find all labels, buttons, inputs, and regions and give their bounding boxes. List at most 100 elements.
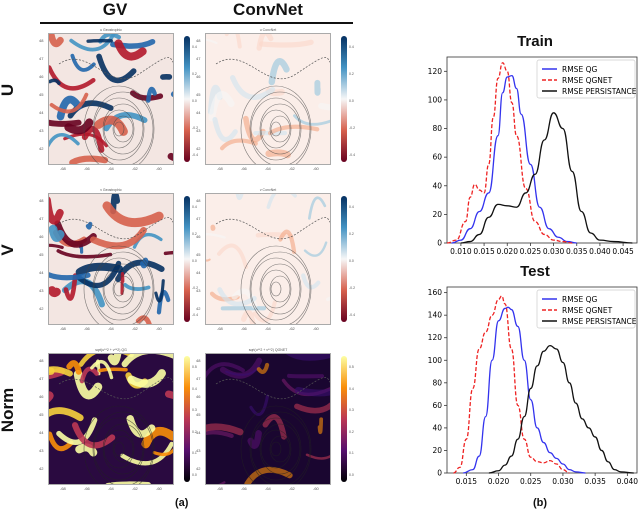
column-title-gv: GV bbox=[102, 0, 128, 19]
legend-label: RMSE QG bbox=[562, 65, 597, 74]
lon-tick-label: -68 bbox=[60, 486, 66, 491]
lon-tick-label: -60 bbox=[156, 486, 162, 491]
y-tick-label: 120 bbox=[428, 67, 443, 76]
y-tick-label: 60 bbox=[432, 153, 442, 162]
colorbar-tick-label: -0.2 bbox=[349, 286, 356, 290]
legend-label: RMSE QG bbox=[562, 295, 597, 304]
colorbar-tick-label: 0.0 bbox=[192, 99, 197, 103]
colorbar-tick-label: 0.0 bbox=[349, 259, 354, 263]
colorbar-tick-label: 0.2 bbox=[349, 429, 354, 434]
lon-tick-label: -64 bbox=[265, 486, 271, 491]
x-tick-label: 0.035 bbox=[566, 247, 588, 256]
lon-tick-label: -64 bbox=[265, 326, 271, 331]
column-title-convnet: ConvNet bbox=[233, 0, 303, 19]
x-tick-label: 0.020 bbox=[497, 247, 519, 256]
colorbar-tick-label: -0.4 bbox=[349, 153, 356, 157]
row-label-u: U bbox=[0, 60, 18, 120]
x-tick-label: 0.015 bbox=[473, 247, 495, 256]
lat-tick-label: 43 bbox=[196, 448, 201, 453]
lat-tick-label: 43 bbox=[39, 128, 44, 133]
colorbar-tick-label: 0.1 bbox=[349, 451, 354, 456]
series-line-rmse-qgnet bbox=[446, 62, 573, 244]
colorbar-tick-label: 0.4 bbox=[349, 205, 354, 209]
colorbar-tick-label: 0.2 bbox=[192, 72, 197, 76]
legend-box bbox=[536, 59, 636, 99]
lat-tick-label: 43 bbox=[196, 128, 201, 133]
lat-tick-label: 42 bbox=[39, 466, 44, 471]
colorbar bbox=[184, 196, 190, 322]
lat-tick-label: 44 bbox=[39, 430, 44, 435]
colorbar-tick-label: -0.4 bbox=[349, 313, 356, 317]
header-divider bbox=[40, 22, 353, 24]
series-line-rmse-persistance bbox=[460, 112, 633, 244]
map-panel-title: u ConvNet bbox=[259, 28, 277, 32]
lat-tick-label: 45 bbox=[196, 92, 201, 97]
y-tick-label: 60 bbox=[432, 401, 442, 410]
y-tick-label: 40 bbox=[432, 423, 442, 432]
lon-tick-label: -60 bbox=[156, 326, 162, 331]
test-chart-title: Test bbox=[520, 263, 550, 280]
colorbar-tick-label: 0.5 bbox=[192, 365, 197, 369]
colorbar-tick-label: 0.0 bbox=[192, 473, 197, 477]
colorbar bbox=[341, 36, 347, 162]
lat-tick-label: 46 bbox=[39, 234, 44, 239]
colorbar-tick-label: -0.2 bbox=[192, 126, 199, 130]
lon-tick-label: -62 bbox=[132, 166, 138, 171]
lat-tick-label: 42 bbox=[196, 466, 201, 471]
colorbar-tick-label: 0.0 bbox=[349, 473, 354, 477]
train-chart-title: Train bbox=[517, 33, 553, 50]
colorbar-tick-label: 0.2 bbox=[192, 232, 197, 236]
colorbar-tick-label: -0.4 bbox=[192, 313, 199, 317]
lat-tick-label: 48 bbox=[196, 358, 201, 363]
colorbar-tick-label: 0.3 bbox=[192, 408, 197, 413]
x-tick-label: 0.010 bbox=[450, 247, 472, 256]
map-panel-title: sqrt(u**2 + v**2) QG bbox=[95, 348, 127, 352]
train-density-chart: 0 20 40 60 80 100 120 0.010 0.015 0.020 0.025 0.030… bbox=[428, 56, 638, 256]
lat-tick-label: 47 bbox=[39, 56, 44, 61]
test-density-chart: 0 20 40 60 80 100 120 140 160 0.015 0.020 0.025 0.03… bbox=[428, 286, 639, 486]
lon-tick-label: -66 bbox=[241, 486, 247, 491]
lat-tick-label: 48 bbox=[196, 198, 201, 203]
lat-tick-label: 45 bbox=[196, 252, 201, 257]
y-tick-label: 80 bbox=[432, 378, 442, 387]
y-tick-label: 120 bbox=[428, 333, 443, 342]
lon-tick-label: -66 bbox=[84, 326, 90, 331]
lon-tick-label: -60 bbox=[313, 166, 319, 171]
colorbar bbox=[341, 356, 347, 482]
map-panel-title: v ConvNet bbox=[259, 188, 277, 192]
series-line-rmse-qg bbox=[463, 306, 586, 474]
x-tick-label: 0.045 bbox=[612, 247, 634, 256]
lon-tick-label: -68 bbox=[217, 166, 223, 171]
series-line-rmse-persistance bbox=[488, 344, 634, 474]
x-tick-label: 0.040 bbox=[617, 477, 639, 486]
legend-box bbox=[536, 289, 636, 329]
lon-tick-label: -60 bbox=[156, 166, 162, 171]
y-tick-label: 140 bbox=[428, 311, 443, 320]
legend-label: RMSE QGNET bbox=[562, 76, 613, 85]
y-tick-label: 100 bbox=[428, 95, 443, 104]
lat-tick-label: 46 bbox=[196, 394, 201, 399]
colorbar bbox=[184, 356, 190, 482]
colorbar-tick-label: 0.5 bbox=[349, 365, 354, 369]
colorbar-tick-label: -0.2 bbox=[349, 126, 356, 130]
lat-tick-label: 46 bbox=[196, 234, 201, 239]
lat-tick-label: 46 bbox=[39, 394, 44, 399]
lat-tick-label: 45 bbox=[196, 412, 201, 417]
x-tick-label: 0.025 bbox=[520, 477, 542, 486]
y-tick-label: 20 bbox=[432, 210, 442, 219]
x-tick-label: 0.035 bbox=[584, 477, 606, 486]
map-panel-title: sqrt(u**2 + v**2) QGNET bbox=[248, 348, 288, 352]
lat-tick-label: 42 bbox=[196, 306, 201, 311]
y-tick-label: 0 bbox=[437, 239, 442, 248]
map-panel-v-gv bbox=[48, 193, 174, 325]
lat-tick-label: 42 bbox=[39, 146, 44, 151]
y-tick-label: 20 bbox=[432, 446, 442, 455]
lat-tick-label: 48 bbox=[39, 358, 44, 363]
series-line-rmse-qg bbox=[451, 74, 577, 244]
colorbar-tick-label: 0.0 bbox=[192, 259, 197, 263]
lon-tick-label: -64 bbox=[108, 166, 114, 171]
colorbar-tick-label: 0.2 bbox=[349, 232, 354, 236]
lat-tick-label: 48 bbox=[39, 198, 44, 203]
lon-tick-label: -66 bbox=[241, 166, 247, 171]
lon-tick-label: -64 bbox=[108, 486, 114, 491]
